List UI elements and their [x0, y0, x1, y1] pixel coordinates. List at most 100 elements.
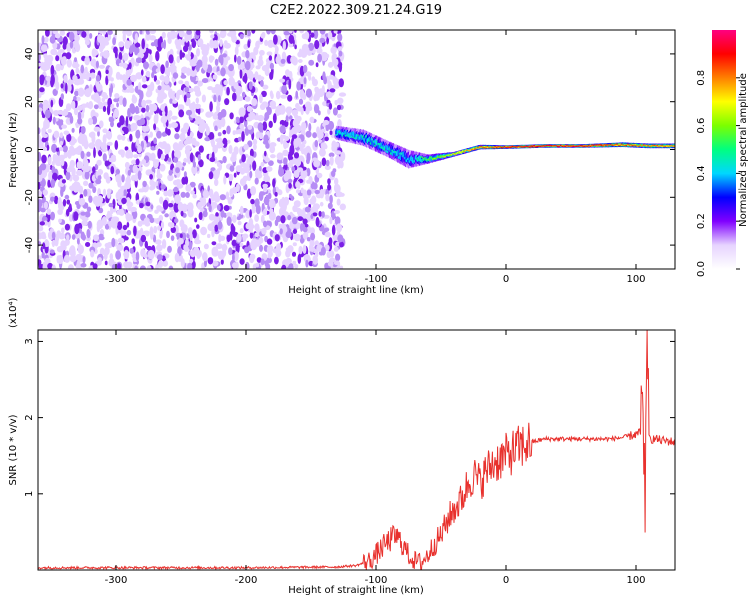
noise-speckle — [278, 167, 285, 177]
noise-speckle — [121, 174, 125, 183]
noise-speckle — [60, 83, 64, 89]
noise-speckle — [171, 115, 178, 120]
noise-speckle — [201, 197, 207, 204]
noise-speckle — [167, 245, 172, 253]
noise-speckle — [282, 40, 286, 51]
noise-speckle — [310, 32, 315, 38]
noise-speckle — [84, 66, 88, 74]
noise-speckle — [104, 37, 109, 43]
noise-speckle — [322, 119, 330, 126]
noise-speckle — [294, 30, 297, 33]
noise-speckle — [62, 36, 68, 46]
noise-speckle — [229, 31, 236, 37]
spectrogram-y-ticks: -40 -20 0 20 40 — [24, 48, 675, 253]
noise-speckle — [259, 94, 263, 104]
noise-speckle — [261, 101, 269, 108]
noise-speckle — [42, 146, 48, 152]
noise-speckle — [143, 61, 149, 70]
noise-speckle — [260, 33, 266, 39]
noise-speckle — [55, 63, 62, 72]
noise-speckle — [270, 154, 276, 159]
noise-speckle — [324, 165, 331, 171]
noise-speckle — [323, 76, 327, 85]
noise-speckle — [131, 159, 137, 165]
snr-y-tick-label: 2 — [24, 414, 35, 420]
noise-speckle — [305, 109, 310, 114]
colorbar-label: Normalized spectral amplitude — [738, 73, 749, 227]
noise-speckle — [97, 175, 102, 181]
noise-speckle — [42, 242, 46, 250]
noise-speckle — [95, 74, 101, 82]
noise-speckle — [61, 124, 67, 129]
noise-speckle — [77, 135, 85, 145]
noise-speckle — [92, 49, 99, 56]
noise-speckle — [290, 195, 294, 201]
noise-speckle — [155, 144, 159, 150]
noise-speckle — [155, 113, 159, 123]
noise-speckle — [279, 125, 286, 134]
noise-speckle — [103, 251, 108, 261]
noise-speckle — [114, 140, 119, 150]
noise-speckle — [297, 51, 303, 58]
noise-speckle — [77, 87, 85, 97]
snr-x-tick-label: -100 — [365, 575, 388, 586]
noise-speckle — [86, 191, 91, 197]
noise-speckle — [166, 160, 174, 165]
noise-speckle — [59, 132, 64, 139]
noise-speckle — [111, 237, 116, 248]
noise-speckle — [226, 86, 230, 96]
noise-speckle — [170, 235, 175, 242]
noise-speckle — [248, 70, 254, 81]
noise-speckle — [198, 123, 206, 133]
noise-speckle — [235, 165, 243, 173]
noise-speckle — [318, 210, 322, 217]
noise-speckle — [75, 67, 80, 75]
snr-frame — [37, 329, 676, 571]
noise-speckle — [82, 256, 86, 264]
noise-speckle — [180, 224, 188, 233]
noise-speckle — [218, 112, 224, 117]
noise-speckle — [213, 120, 220, 129]
noise-speckle — [257, 122, 264, 132]
noise-speckle — [129, 133, 133, 142]
noise-speckle — [61, 158, 65, 167]
noise-speckle — [288, 182, 292, 189]
noise-speckle — [88, 101, 94, 110]
noise-speckle — [160, 184, 166, 190]
noise-speckle — [283, 31, 290, 36]
noise-speckle — [291, 166, 296, 172]
noise-speckle — [217, 95, 221, 103]
noise-speckle — [250, 198, 255, 205]
noise-speckle — [41, 127, 47, 134]
noise-speckle — [251, 30, 256, 34]
noise-speckle — [260, 161, 265, 167]
noise-speckle — [178, 80, 184, 85]
noise-speckle — [168, 88, 173, 99]
noise-speckle — [186, 67, 191, 77]
noise-speckle — [133, 225, 137, 237]
noise-speckle — [102, 101, 109, 106]
noise-speckle — [164, 105, 168, 117]
colorbar: 0.0 0.2 0.4 0.6 0.8 Normalized spectral ampl… — [696, 30, 749, 277]
noise-speckle — [334, 99, 339, 106]
noise-speckle — [100, 40, 106, 49]
noise-speckle — [223, 175, 227, 185]
noise-speckle — [38, 166, 43, 176]
noise-speckle — [295, 102, 300, 109]
noise-speckle — [130, 105, 136, 114]
noise-speckle — [197, 154, 201, 161]
noise-speckle — [147, 249, 155, 260]
noise-speckle — [73, 107, 79, 116]
noise-speckle — [331, 144, 336, 152]
noise-speckle — [170, 64, 177, 71]
noise-speckle — [172, 187, 179, 193]
noise-speckle — [160, 115, 168, 124]
noise-speckle — [239, 258, 245, 265]
noise-speckle — [309, 227, 315, 235]
noise-speckle — [39, 74, 45, 83]
noise-speckle — [319, 188, 325, 199]
noise-speckle — [184, 176, 189, 185]
noise-speckle — [197, 201, 203, 210]
noise-speckle — [163, 39, 167, 50]
noise-speckle — [92, 234, 100, 242]
